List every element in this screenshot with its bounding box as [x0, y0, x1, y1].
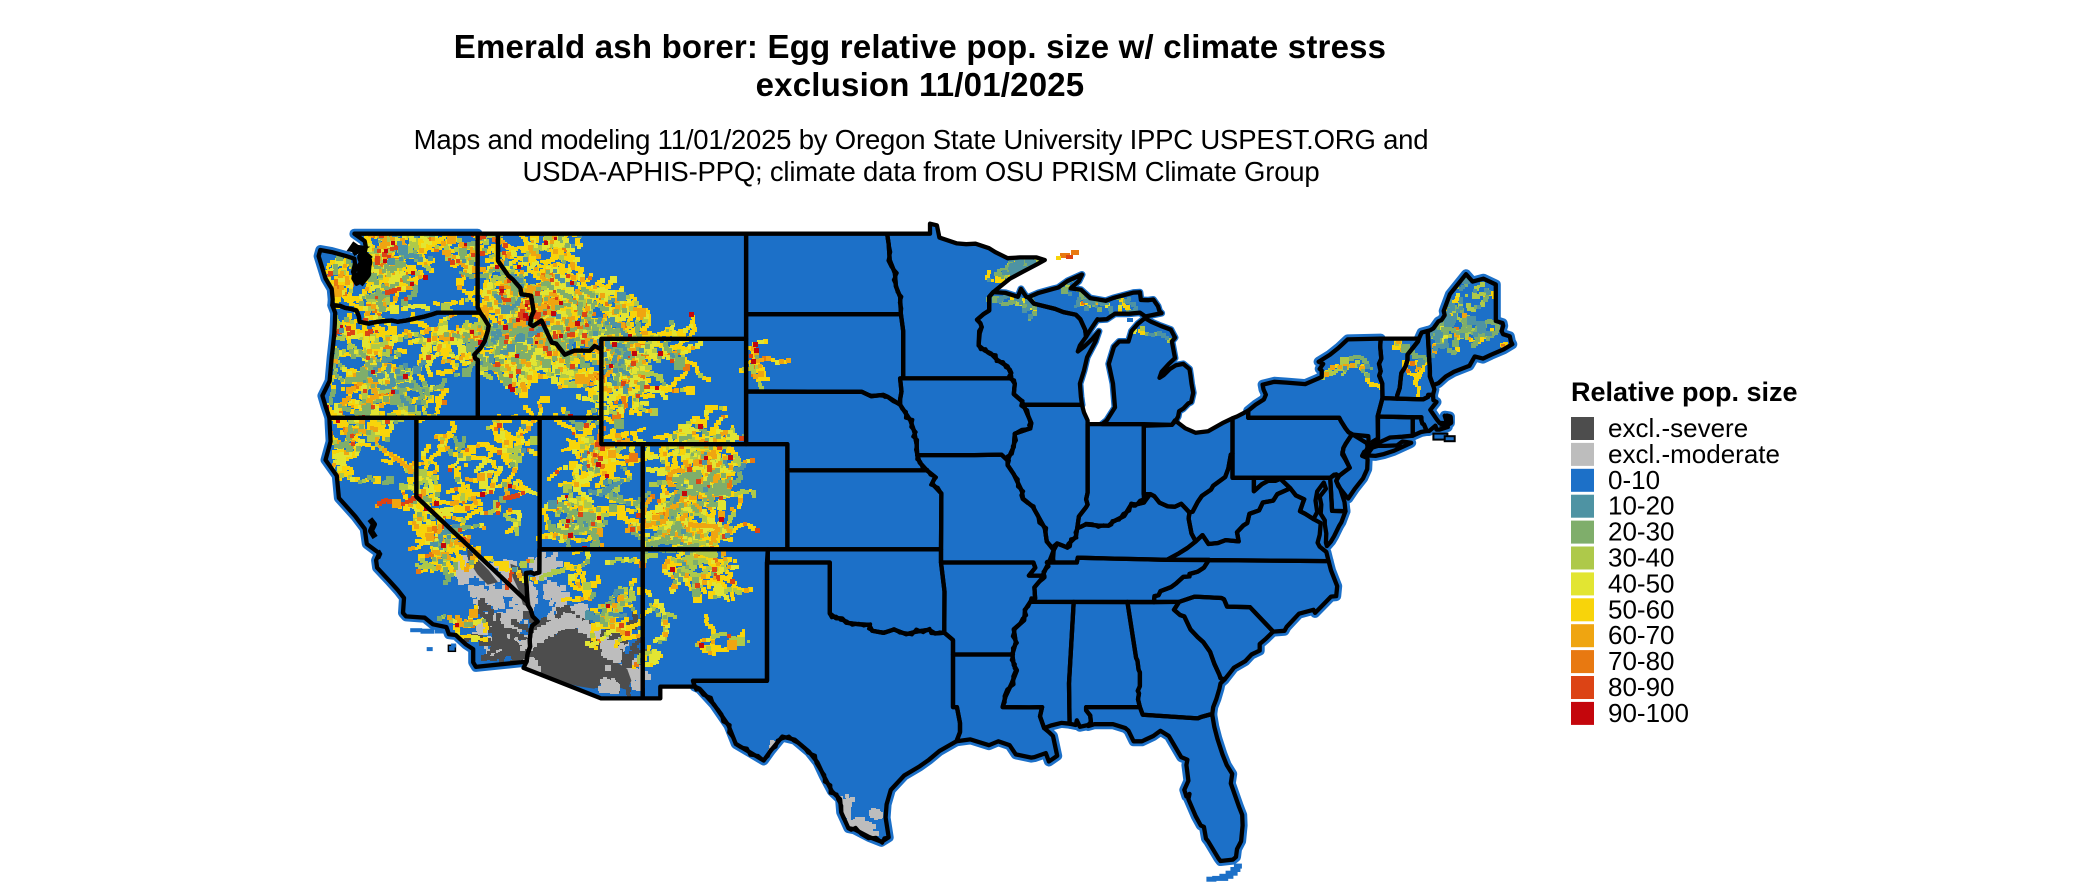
svg-text:Emerald ash borer: Egg relativ: Emerald ash borer: Egg relative pop. siz…	[454, 28, 1386, 65]
svg-text:80-90: 80-90	[1608, 672, 1675, 702]
svg-text:90-100: 90-100	[1608, 698, 1689, 728]
svg-text:exclusion 11/01/2025: exclusion 11/01/2025	[756, 66, 1085, 103]
svg-text:excl.-moderate: excl.-moderate	[1608, 439, 1780, 469]
svg-text:10-20: 10-20	[1608, 491, 1675, 521]
svg-text:50-60: 50-60	[1608, 594, 1675, 624]
svg-text:30-40: 30-40	[1608, 543, 1675, 573]
svg-text:Maps and modeling 11/01/2025 b: Maps and modeling 11/01/2025 by Oregon S…	[414, 124, 1429, 155]
svg-text:Relative pop. size: Relative pop. size	[1571, 377, 1798, 407]
svg-text:40-50: 40-50	[1608, 568, 1675, 598]
svg-text:70-80: 70-80	[1608, 646, 1675, 676]
svg-text:60-70: 60-70	[1608, 620, 1675, 650]
svg-text:0-10: 0-10	[1608, 465, 1660, 495]
svg-text:20-30: 20-30	[1608, 517, 1675, 547]
svg-text:excl.-severe: excl.-severe	[1608, 413, 1748, 443]
svg-text:USDA-APHIS-PPQ; climate data f: USDA-APHIS-PPQ; climate data from OSU PR…	[522, 156, 1319, 187]
